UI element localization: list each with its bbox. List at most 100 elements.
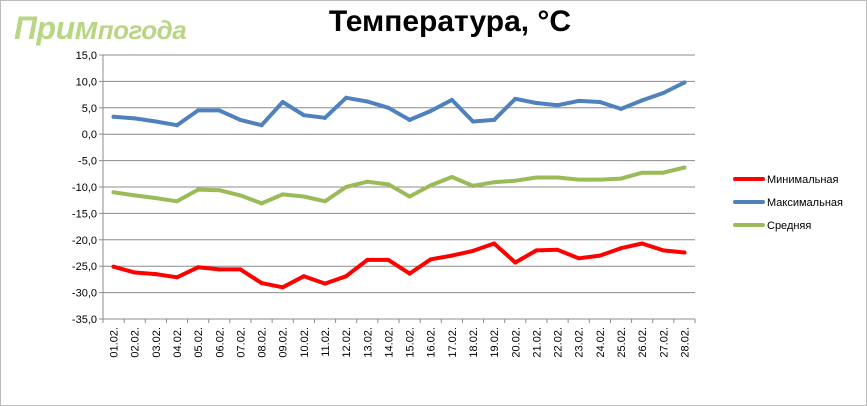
data-point (301, 194, 306, 199)
data-point (640, 98, 645, 103)
data-point (280, 285, 285, 290)
x-tick-label: 24.02. (595, 327, 607, 358)
data-point (661, 91, 666, 96)
data-point (175, 123, 179, 128)
y-tick-label: 15,0 (76, 50, 97, 62)
data-point (238, 117, 243, 122)
x-tick-label: 17.02. (447, 327, 459, 358)
data-point (386, 257, 391, 262)
data-point (428, 183, 433, 188)
data-point (682, 165, 687, 170)
y-tick-label: -25,0 (72, 261, 97, 273)
series-line-1 (111, 241, 687, 290)
y-tick-label: -35,0 (72, 314, 97, 326)
x-tick-label: 22.02. (553, 327, 565, 358)
data-point (619, 176, 623, 181)
data-point (449, 97, 454, 102)
data-point (132, 116, 137, 121)
data-point (280, 99, 285, 104)
data-point (323, 115, 327, 120)
data-point (259, 201, 264, 206)
x-tick-label: 02.02. (130, 327, 142, 358)
data-point (428, 108, 433, 113)
data-point (301, 113, 306, 118)
data-point (682, 80, 687, 85)
data-point (365, 179, 370, 184)
x-tick-label: 18.02. (468, 327, 480, 358)
data-point (407, 271, 412, 276)
data-point (597, 177, 602, 182)
data-point (196, 265, 201, 270)
data-point (471, 248, 475, 253)
x-tick-label: 13.02. (362, 327, 374, 358)
x-tick-label: 12.02. (341, 327, 353, 358)
data-point (344, 274, 349, 279)
data-point (640, 241, 645, 246)
data-point (407, 194, 412, 199)
x-tick-label: 11.02. (320, 327, 332, 357)
data-point (196, 187, 201, 192)
x-tick-label: 05.02. (193, 327, 205, 358)
data-point (175, 199, 179, 204)
data-point (555, 175, 560, 180)
data-point (449, 174, 454, 179)
x-tick-label: 23.02. (574, 327, 586, 358)
series-line-2 (111, 80, 687, 128)
data-point (259, 281, 264, 286)
data-point (238, 267, 243, 272)
y-tick-label: -15,0 (72, 208, 97, 220)
x-tick-label: 14.02. (383, 327, 395, 358)
data-point (640, 170, 645, 175)
logo-part-pogoda: погода (97, 15, 187, 45)
x-tick-label: 26.02. (637, 327, 649, 358)
data-point (471, 119, 475, 124)
x-tick-label: 07.02. (235, 327, 247, 358)
x-tick-label: 15.02. (405, 327, 417, 358)
data-point (301, 274, 306, 279)
data-point (217, 188, 222, 193)
data-point (492, 117, 497, 122)
data-point (153, 119, 158, 124)
x-tick-label: 09.02. (278, 327, 290, 358)
data-point (513, 178, 518, 183)
series-line-3 (111, 165, 687, 206)
data-point (449, 253, 454, 258)
data-point (597, 99, 602, 104)
data-point (407, 117, 412, 122)
data-point (175, 275, 179, 280)
x-tick-label: 16.02. (426, 327, 438, 358)
legend-label: Максимальная (767, 197, 843, 209)
data-point (153, 272, 158, 277)
site-logo: Примпогода (14, 10, 187, 47)
data-point (555, 247, 560, 252)
x-tick-label: 10.02. (299, 327, 311, 358)
legend-label: Минимальная (767, 174, 839, 186)
x-tick-label: 27.02. (658, 327, 670, 358)
x-tick-label: 01.02. (109, 327, 121, 358)
data-point (153, 196, 158, 201)
chart-title: Температура, °C (328, 5, 572, 38)
data-point (471, 183, 475, 188)
data-point (534, 175, 539, 180)
x-tick-label: 03.02. (151, 327, 163, 358)
x-tick-label: 04.02. (172, 327, 184, 358)
y-tick-label: 10,0 (76, 76, 97, 88)
data-point (365, 257, 370, 262)
data-point (661, 248, 666, 253)
logo-part-prim: Прим (14, 10, 98, 46)
data-point (428, 257, 433, 262)
data-point (576, 98, 581, 103)
data-point (323, 199, 327, 204)
data-point (492, 180, 497, 185)
x-tick-label: 21.02. (531, 327, 543, 358)
x-tick-label: 28.02. (679, 327, 691, 358)
data-point (280, 192, 285, 197)
data-point (111, 190, 116, 195)
data-point (217, 108, 222, 113)
data-point (111, 114, 116, 119)
x-tick-label: 25.02. (616, 327, 628, 358)
legend-label: Средняя (767, 220, 811, 232)
data-point (555, 103, 560, 108)
